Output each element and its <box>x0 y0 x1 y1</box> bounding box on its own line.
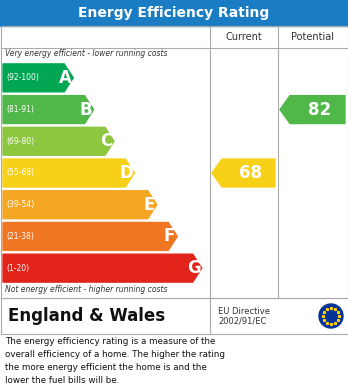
Text: 68: 68 <box>239 164 262 182</box>
Text: (1-20): (1-20) <box>6 264 29 273</box>
Text: (39-54): (39-54) <box>6 200 34 209</box>
Text: (69-80): (69-80) <box>6 137 34 146</box>
Polygon shape <box>3 222 177 250</box>
Text: Not energy efficient - higher running costs: Not energy efficient - higher running co… <box>5 285 167 294</box>
Text: F: F <box>164 228 175 246</box>
Bar <box>0 26 348 298</box>
Bar <box>0 0 348 26</box>
Text: (81-91): (81-91) <box>6 105 34 114</box>
Polygon shape <box>3 96 94 124</box>
Text: A: A <box>59 69 72 87</box>
Text: E: E <box>143 196 155 214</box>
Text: Energy Efficiency Rating: Energy Efficiency Rating <box>78 6 270 20</box>
Bar <box>0 298 348 334</box>
Polygon shape <box>212 159 275 187</box>
Text: Current: Current <box>226 32 262 42</box>
Text: 82: 82 <box>308 100 331 118</box>
Polygon shape <box>3 127 114 155</box>
Polygon shape <box>3 254 202 282</box>
Text: (55-68): (55-68) <box>6 169 34 178</box>
Polygon shape <box>280 96 345 124</box>
Text: England & Wales: England & Wales <box>8 307 165 325</box>
Text: (92-100): (92-100) <box>6 74 39 83</box>
Polygon shape <box>3 159 134 187</box>
Text: Potential: Potential <box>292 32 334 42</box>
Polygon shape <box>3 191 157 219</box>
Text: 2002/91/EC: 2002/91/EC <box>218 316 266 325</box>
Text: C: C <box>100 132 112 150</box>
Text: B: B <box>79 100 92 118</box>
Text: D: D <box>119 164 133 182</box>
Text: EU Directive: EU Directive <box>218 307 270 316</box>
Text: (21-38): (21-38) <box>6 232 34 241</box>
Text: The energy efficiency rating is a measure of the
overall efficiency of a home. T: The energy efficiency rating is a measur… <box>5 337 225 385</box>
Text: Very energy efficient - lower running costs: Very energy efficient - lower running co… <box>5 49 167 58</box>
Text: G: G <box>187 259 200 277</box>
Circle shape <box>319 304 343 328</box>
Polygon shape <box>3 64 73 92</box>
